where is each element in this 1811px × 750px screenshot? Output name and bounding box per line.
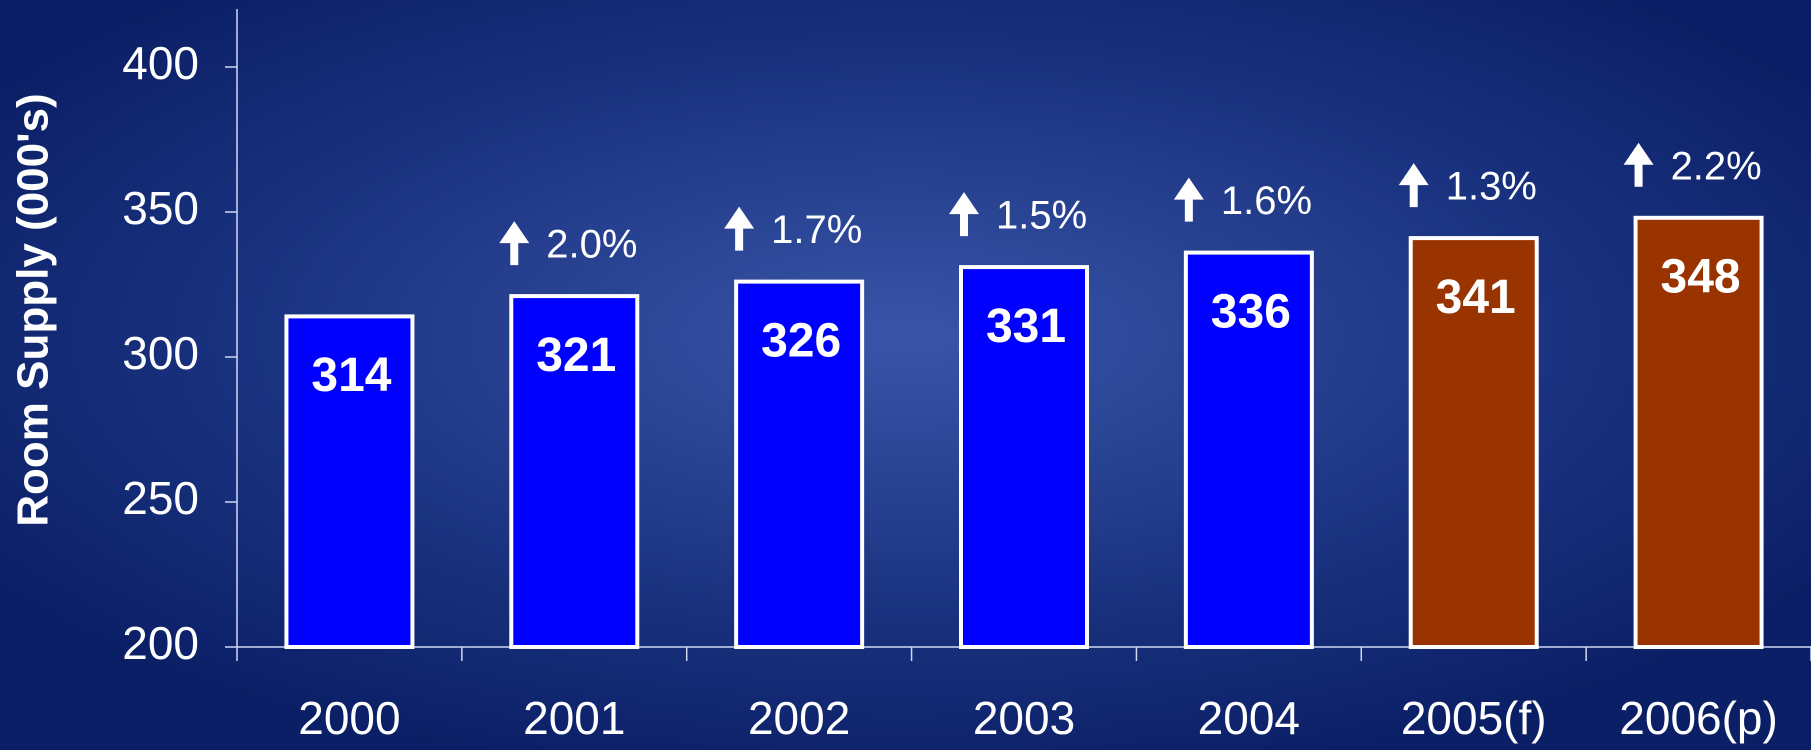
x-tick-label: 2003 xyxy=(973,692,1075,744)
value-label: 326 xyxy=(761,314,841,367)
x-tick-label: 2000 xyxy=(298,692,400,744)
y-tick-label: 300 xyxy=(122,327,199,379)
x-tick-label: 2006(p) xyxy=(1619,692,1778,744)
chart: Room Supply (000's) 200 250 300 350 400 2000 3… xyxy=(0,0,1811,750)
growth-label: 2.2% xyxy=(1671,144,1762,188)
value-label: 321 xyxy=(536,329,616,382)
growth-label: 1.6% xyxy=(1221,179,1312,223)
y-tick-label: 250 xyxy=(122,472,199,524)
value-label: 331 xyxy=(986,300,1066,353)
y-axis-label: Room Supply (000's) xyxy=(9,93,58,526)
value-label: 336 xyxy=(1211,285,1291,338)
value-label: 314 xyxy=(311,349,391,402)
value-label: 341 xyxy=(1436,271,1516,324)
growth-label: 2.0% xyxy=(546,223,637,267)
value-label: 348 xyxy=(1661,250,1741,303)
growth-label: 1.5% xyxy=(996,194,1087,238)
background xyxy=(0,0,1811,750)
x-tick-label: 2002 xyxy=(748,692,850,744)
page: Room Supply (000's) 200 250 300 350 400 2000 3… xyxy=(0,0,1811,750)
x-tick-label: 2005(f) xyxy=(1401,692,1547,744)
x-tick-label: 2004 xyxy=(1198,692,1300,744)
growth-label: 1.7% xyxy=(771,208,862,252)
y-tick-label: 350 xyxy=(122,182,199,234)
y-tick-label: 200 xyxy=(122,617,199,669)
growth-label: 1.3% xyxy=(1446,165,1537,209)
y-tick-label: 400 xyxy=(122,37,199,89)
x-tick-label: 2001 xyxy=(523,692,625,744)
